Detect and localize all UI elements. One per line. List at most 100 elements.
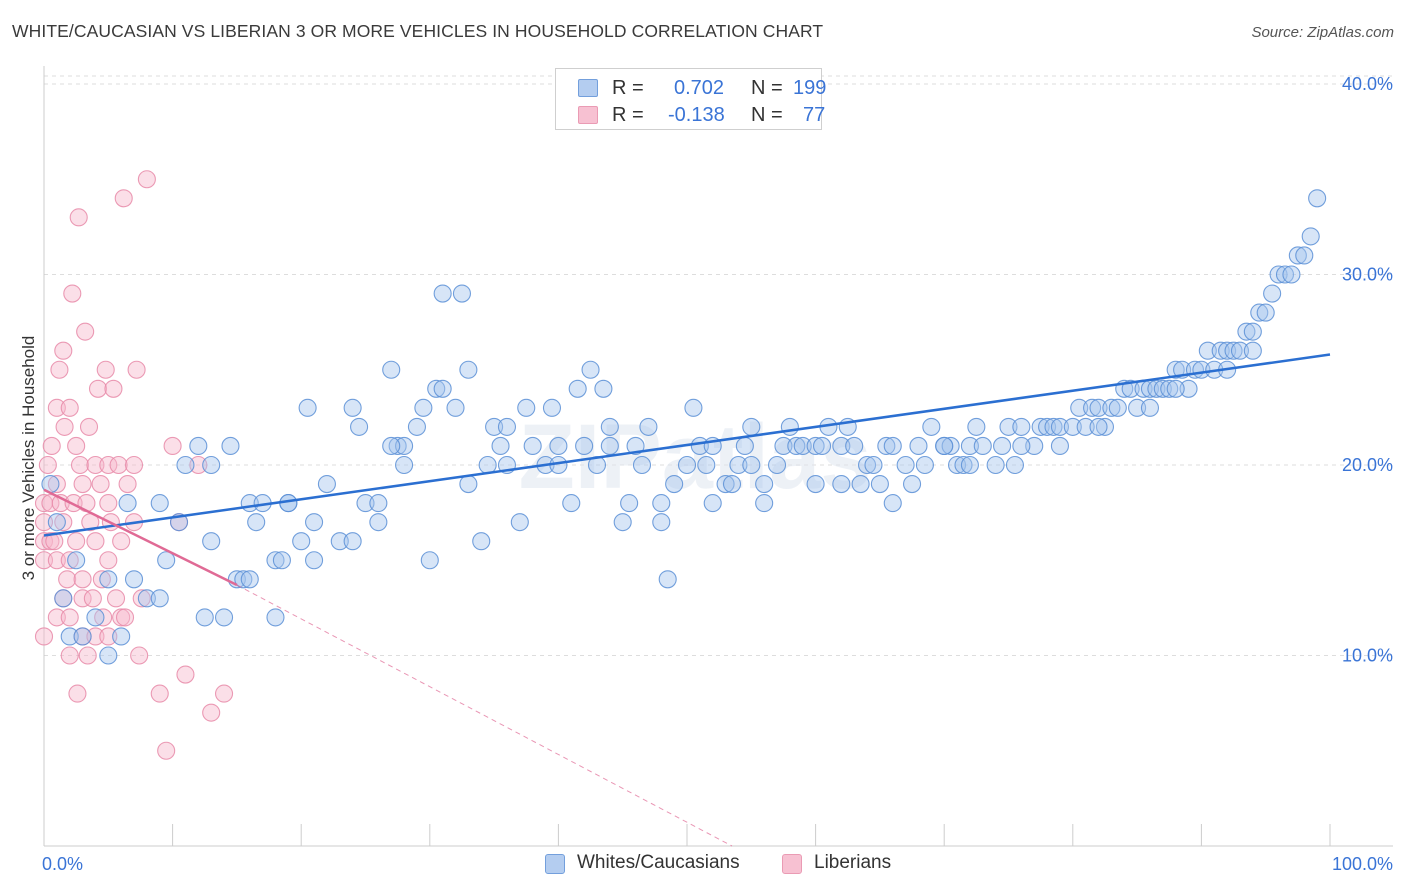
white-point: [703, 494, 722, 513]
white-point: [266, 608, 285, 627]
liberian-point: [99, 455, 118, 475]
white-point: [420, 551, 439, 570]
white-point: [1063, 417, 1082, 436]
white-point: [356, 494, 375, 513]
white-point: [1288, 246, 1307, 265]
y-tick-label: 10.0%: [1342, 646, 1393, 666]
white-point: [112, 627, 131, 646]
white-point: [150, 494, 169, 513]
liberian-point: [92, 570, 111, 589]
liberian-point: [60, 608, 79, 627]
white-point: [864, 455, 883, 475]
watermark: ZIPatlas: [519, 406, 872, 508]
liberian-point: [99, 627, 118, 646]
legend-swatch-liberians: [782, 854, 802, 874]
y-tick-label: 20.0%: [1342, 455, 1393, 475]
white-point: [99, 570, 118, 589]
white-point: [517, 398, 536, 417]
white-point: [176, 455, 195, 475]
white-point: [272, 551, 291, 570]
white-point: [973, 436, 992, 456]
liberian-point: [41, 494, 60, 513]
white-point: [1198, 341, 1217, 360]
white-point: [292, 532, 311, 551]
white-point: [568, 379, 587, 398]
white-point: [1031, 417, 1050, 436]
white-point: [1282, 265, 1301, 284]
liberian-point: [60, 646, 79, 665]
liberian-point: [202, 703, 221, 722]
liberian-point: [63, 284, 82, 303]
white-point: [581, 360, 600, 379]
white-point: [632, 455, 652, 475]
white-point: [986, 455, 1005, 475]
white-point: [575, 436, 594, 456]
white-point: [1070, 398, 1089, 417]
liberian-point: [41, 532, 60, 551]
white-point: [999, 417, 1018, 436]
white-point: [870, 474, 889, 494]
liberian-point: [70, 455, 90, 475]
white-point: [1211, 341, 1230, 360]
white-point: [485, 417, 504, 436]
liberian-point: [99, 494, 118, 513]
white-point: [67, 551, 86, 570]
liberian-point: [60, 398, 79, 417]
liberian-point: [118, 474, 137, 494]
white-point: [1250, 303, 1269, 322]
white-point: [729, 455, 748, 475]
liberian-point: [157, 741, 176, 760]
white-point: [491, 436, 510, 456]
white-point: [767, 455, 787, 475]
liberian-point: [86, 455, 105, 475]
white-point: [542, 398, 562, 417]
liberian-point: [130, 646, 149, 665]
white-point: [343, 532, 362, 551]
x-tick-label-min: 0.0%: [42, 854, 83, 874]
liberian-point: [67, 532, 86, 551]
white-point: [806, 474, 825, 494]
white-point: [722, 474, 742, 494]
white-point: [118, 494, 137, 513]
liberian-point: [83, 589, 102, 608]
white-point: [832, 474, 851, 494]
white-point: [960, 455, 979, 475]
white-point: [948, 455, 967, 475]
white-point: [350, 417, 369, 436]
white-point: [202, 455, 221, 475]
x-tick-label-max: 100.0%: [1332, 854, 1393, 874]
liberian-point: [60, 551, 79, 570]
white-point: [1269, 265, 1288, 284]
white-point: [459, 360, 478, 379]
liberian-point: [109, 455, 128, 475]
white-point: [433, 284, 452, 303]
y-tick-label: 30.0%: [1342, 265, 1393, 285]
white-point: [626, 436, 645, 456]
white-point: [613, 513, 632, 532]
white-point: [902, 474, 922, 494]
white-point: [857, 455, 877, 475]
white-point: [1147, 379, 1166, 398]
legend-r-label: R =: [612, 77, 644, 99]
white-point: [935, 436, 954, 456]
white-point: [195, 608, 214, 627]
liberian-point: [68, 684, 87, 703]
liberian-point: [163, 436, 182, 456]
white-point: [510, 513, 529, 532]
white-point: [845, 436, 864, 456]
legend-n-value: 199: [793, 77, 827, 99]
liberian-point: [137, 170, 156, 189]
white-point: [549, 436, 568, 456]
white-point: [343, 398, 362, 417]
liberian-point: [88, 379, 108, 398]
white-point: [234, 570, 253, 589]
liberian-point: [124, 455, 144, 475]
liberian-point: [91, 474, 110, 494]
liberian-point: [104, 379, 123, 398]
liberian-point: [34, 551, 54, 570]
white-point: [1179, 379, 1198, 398]
white-point: [1301, 227, 1320, 246]
legend-r-value: -0.138: [668, 104, 725, 126]
white-point: [652, 513, 671, 532]
